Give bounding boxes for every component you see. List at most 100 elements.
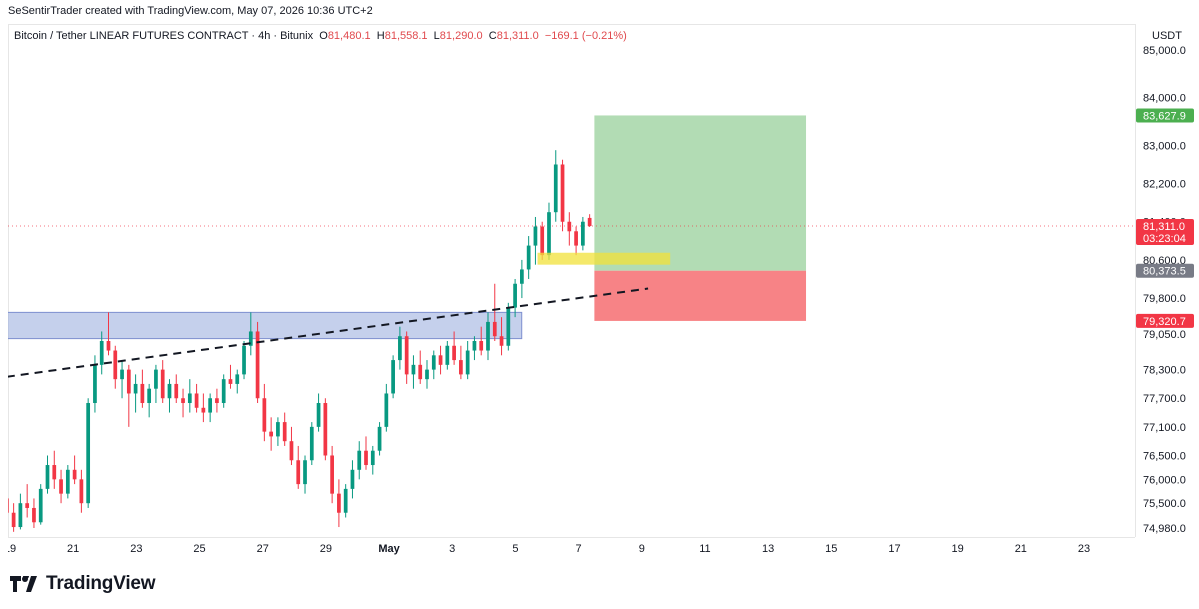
highlight-zone[interactable] — [537, 252, 671, 265]
candle[interactable] — [235, 369, 240, 394]
symbol-title[interactable]: Bitcoin / Tether LINEAR FUTURES CONTRACT… — [14, 30, 314, 42]
candle[interactable] — [11, 503, 16, 532]
candle[interactable] — [404, 331, 409, 384]
candle[interactable] — [418, 350, 423, 384]
candle[interactable] — [167, 379, 172, 413]
candle[interactable] — [52, 450, 57, 489]
candle[interactable] — [120, 360, 124, 399]
candle[interactable] — [242, 340, 246, 380]
candle[interactable] — [72, 455, 77, 485]
candle[interactable] — [472, 336, 477, 361]
candle[interactable] — [86, 398, 91, 508]
candle[interactable] — [147, 383, 152, 418]
candle-body — [181, 398, 185, 404]
candle[interactable] — [391, 355, 395, 399]
candle[interactable] — [8, 489, 9, 522]
candle[interactable] — [459, 345, 463, 380]
candle[interactable] — [106, 312, 111, 356]
candle[interactable] — [45, 455, 50, 494]
resistance-zone[interactable] — [8, 311, 523, 340]
candle[interactable] — [201, 393, 206, 423]
candle[interactable] — [465, 340, 470, 380]
candle[interactable] — [553, 150, 558, 222]
candle[interactable] — [18, 493, 23, 530]
candle[interactable] — [398, 326, 402, 370]
price-axis[interactable] — [1135, 24, 1199, 537]
candle[interactable] — [25, 484, 30, 518]
candle[interactable] — [411, 355, 416, 389]
candle[interactable] — [303, 455, 307, 494]
candle[interactable] — [486, 312, 490, 361]
candle[interactable] — [425, 360, 429, 389]
chart-canvas[interactable] — [8, 24, 1135, 537]
candle[interactable] — [79, 469, 84, 513]
candle[interactable] — [337, 479, 341, 528]
candle[interactable] — [330, 445, 334, 504]
candle[interactable] — [99, 331, 104, 375]
candle-body — [492, 321, 497, 337]
candle[interactable] — [208, 393, 213, 423]
candle[interactable] — [215, 388, 219, 413]
candle[interactable] — [567, 212, 572, 246]
candle[interactable] — [492, 283, 497, 341]
candle[interactable] — [140, 369, 145, 408]
candle[interactable] — [499, 317, 504, 356]
candle[interactable] — [126, 364, 131, 427]
candle[interactable] — [581, 216, 585, 251]
candle[interactable] — [65, 465, 70, 499]
candle[interactable] — [350, 460, 355, 499]
position-loss-zone[interactable] — [594, 270, 807, 321]
candle[interactable] — [154, 364, 158, 404]
candle[interactable] — [309, 422, 314, 466]
candle[interactable] — [370, 445, 375, 475]
candle[interactable] — [547, 202, 551, 260]
currency-selector[interactable]: USDT — [1152, 30, 1182, 42]
candle[interactable] — [384, 383, 389, 432]
candle[interactable] — [248, 312, 253, 356]
candle[interactable] — [269, 417, 273, 451]
candle[interactable] — [343, 484, 348, 518]
candle[interactable] — [560, 159, 565, 232]
candle-body — [194, 393, 199, 408]
candle[interactable] — [431, 350, 436, 380]
trendline[interactable] — [8, 287, 649, 378]
candle[interactable] — [533, 216, 538, 265]
candle[interactable] — [445, 340, 450, 370]
candle[interactable] — [289, 426, 294, 466]
chart-pane[interactable] — [8, 24, 1136, 538]
candle[interactable] — [59, 469, 63, 504]
candle[interactable] — [323, 398, 328, 461]
candle[interactable] — [513, 278, 517, 318]
candle[interactable] — [262, 383, 267, 442]
candle[interactable] — [316, 393, 321, 432]
candle[interactable] — [282, 412, 287, 446]
candle[interactable] — [377, 422, 382, 456]
candle[interactable] — [574, 226, 578, 256]
candle[interactable] — [364, 436, 368, 470]
candle[interactable] — [255, 321, 260, 404]
candle[interactable] — [194, 383, 199, 413]
candle[interactable] — [357, 441, 362, 480]
candle[interactable] — [438, 345, 443, 375]
candle-body — [187, 393, 192, 404]
candle[interactable] — [506, 302, 511, 351]
candle[interactable] — [452, 331, 456, 365]
candle[interactable] — [587, 214, 592, 227]
time-axis[interactable] — [8, 537, 1135, 560]
candle[interactable] — [520, 259, 524, 299]
candle[interactable] — [38, 484, 43, 525]
candle[interactable] — [228, 364, 233, 389]
candle[interactable] — [160, 360, 165, 404]
candle[interactable] — [181, 388, 185, 418]
candle[interactable] — [32, 498, 36, 528]
candle[interactable] — [113, 345, 118, 389]
candle[interactable] — [276, 417, 280, 446]
candle[interactable] — [133, 374, 138, 413]
candle[interactable] — [174, 374, 179, 404]
candle[interactable] — [479, 326, 484, 356]
candle[interactable] — [221, 374, 226, 408]
candle[interactable] — [296, 445, 301, 489]
candle[interactable] — [187, 379, 192, 413]
candle[interactable] — [526, 236, 531, 279]
position-profit-zone[interactable] — [594, 115, 807, 271]
